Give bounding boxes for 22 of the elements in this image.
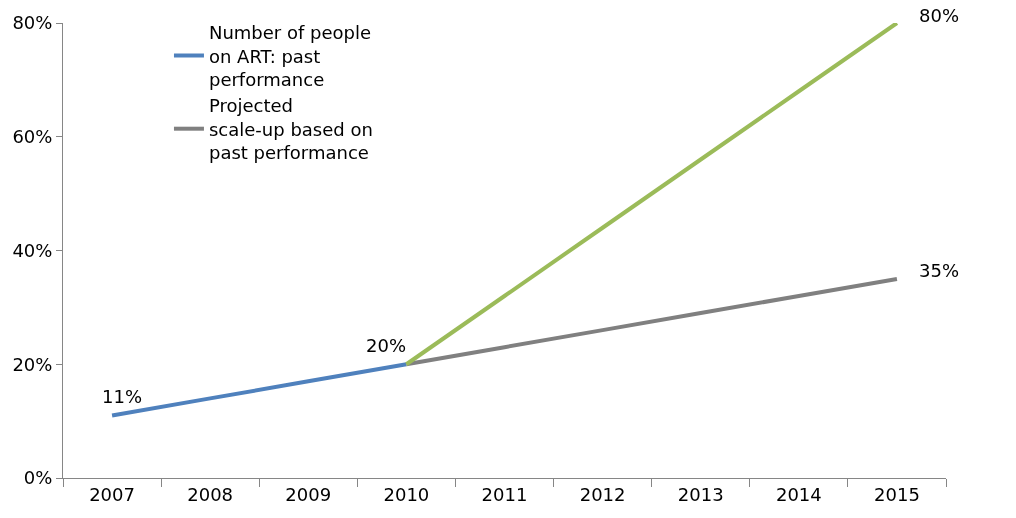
y-tick-label: 60% bbox=[12, 126, 53, 148]
x-tick-label: 2009 bbox=[285, 483, 332, 505]
annotation: 11% bbox=[102, 386, 143, 407]
x-tick-label: 2010 bbox=[383, 483, 430, 505]
y-tick-label: 0% bbox=[23, 467, 53, 489]
y-tick-label: 40% bbox=[12, 239, 53, 261]
x-tick-label: 2014 bbox=[775, 483, 822, 505]
y-tick-label: 20% bbox=[12, 353, 53, 375]
legend-label: Number of people on ART: past performance bbox=[208, 22, 372, 90]
x-tick-label: 2012 bbox=[579, 483, 626, 505]
x-tick-label: 2013 bbox=[677, 483, 724, 505]
line-series bbox=[404, 276, 899, 367]
annotation: 35% bbox=[919, 260, 960, 281]
annotation: 20% bbox=[366, 335, 407, 356]
x-tick-label: 2015 bbox=[874, 483, 920, 505]
x-tick-label: 2011 bbox=[481, 483, 528, 505]
line-series bbox=[404, 23, 899, 367]
annotation: 80% bbox=[919, 5, 960, 26]
y-tick-label: 80% bbox=[12, 12, 53, 34]
x-tick-label: 2007 bbox=[89, 483, 135, 505]
legend-label: Projected scale-up based on past performance bbox=[208, 95, 373, 164]
x-tick-label: 2008 bbox=[187, 483, 234, 505]
